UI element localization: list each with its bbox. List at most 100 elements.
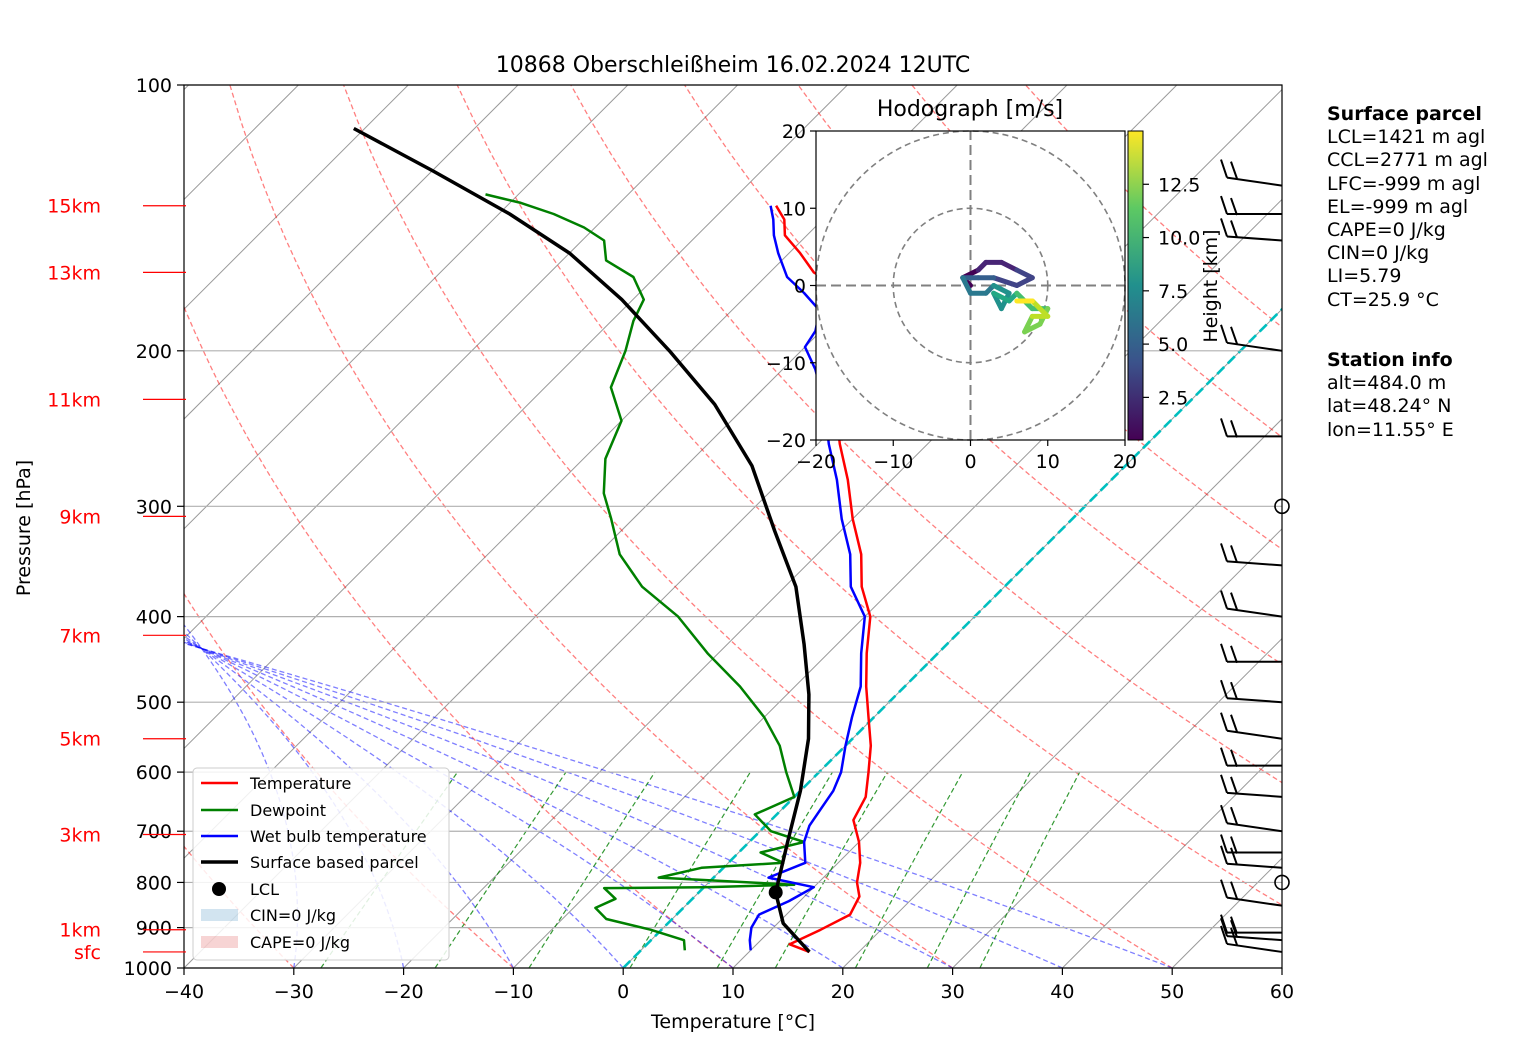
- y-tick-label: 900: [136, 918, 172, 940]
- legend-label-temperature: Temperature: [249, 774, 351, 793]
- wind-barb-flag: [1230, 681, 1238, 700]
- wind-barb-staff: [1226, 896, 1283, 907]
- wind-barb: [1220, 543, 1283, 567]
- hodograph-y-tick-label: 10: [782, 198, 806, 220]
- legend-label-lcl: LCL: [250, 880, 279, 899]
- wind-barb-staff: [1226, 942, 1283, 953]
- wind-barb-flag: [1220, 845, 1228, 865]
- dry-adiabat-line: [229, 85, 953, 968]
- wind-barb-flag: [1230, 919, 1238, 938]
- wind-barb-staff: [1226, 607, 1283, 618]
- hodograph-segment: [1029, 298, 1051, 319]
- wind-barb-staff: [1226, 341, 1283, 352]
- x-tick-label: 10: [721, 981, 745, 1003]
- wind-barb: [1220, 679, 1283, 704]
- wind-barb-flag: [1220, 774, 1228, 794]
- moist-adiabat-line: [184, 635, 514, 968]
- hodograph-x-tick-label: −10: [873, 451, 913, 473]
- hodograph-title: Hodograph [m/s]: [877, 97, 1063, 122]
- surface-parcel-heading: Surface parcel: [1327, 103, 1482, 125]
- hodograph-segment: [991, 290, 1012, 304]
- wind-barb: [1220, 917, 1283, 942]
- dry-adiabat-line: [342, 85, 1173, 968]
- mixing-ratio-line: [979, 771, 1081, 968]
- isotherm-line: [184, 85, 519, 420]
- wind-barb-flag: [1220, 590, 1228, 609]
- y-tick-label: 800: [136, 872, 172, 894]
- wind-barb-flag: [1220, 643, 1228, 663]
- colorbar-tick-label: 5.0: [1158, 334, 1188, 356]
- wind-barb-staff: [1226, 560, 1283, 567]
- surface-parcel-ct: CT=25.9 °C: [1327, 288, 1439, 311]
- colorbar-tick-label: 10.0: [1158, 228, 1200, 250]
- isotherm-line: [513, 198, 1282, 968]
- wind-barb-flag: [1220, 712, 1228, 732]
- hodograph-segment: [1014, 275, 1035, 288]
- freezing-isotherm-line: [622, 307, 1282, 968]
- wind-barb-flag: [1220, 195, 1228, 215]
- wind-barb-staff: [1226, 822, 1283, 833]
- wind-barb-flag: [1220, 218, 1228, 237]
- colorbar-tick-label: 7.5: [1158, 281, 1188, 303]
- moist-adiabat-line: [184, 642, 1063, 968]
- hodograph-y-tick-label: −20: [766, 430, 806, 452]
- moist-adiabat-line: [184, 642, 1173, 968]
- x-tick-label: −10: [493, 981, 533, 1003]
- wind-barb-flag: [1230, 836, 1238, 854]
- mixing-ratio-line: [434, 771, 567, 968]
- wind-barb: [1220, 218, 1283, 242]
- hodograph-segment: [1022, 313, 1035, 335]
- wind-barb-flag: [1230, 161, 1238, 179]
- surface-parcel-ccl: CCL=2771 m agl: [1327, 149, 1488, 172]
- lcl-marker: [768, 885, 783, 900]
- x-tick-label: −30: [274, 981, 314, 1003]
- height-label: 11km: [47, 389, 101, 411]
- wind-barb-flag: [1230, 776, 1238, 795]
- moist-adiabat-line: [184, 641, 953, 968]
- wind-barb-flag: [1230, 714, 1238, 733]
- chart-title: 10868 Oberschleißheim 16.02.2024 12UTC: [496, 53, 971, 78]
- surface-parcel-lcl: LCL=1421 m agl: [1327, 126, 1486, 149]
- wind-barb-flag: [1220, 159, 1228, 178]
- wind-barb: [1220, 879, 1283, 907]
- isotherm-line: [184, 85, 848, 750]
- hodograph-segment: [960, 275, 973, 296]
- wind-barb-flag: [1220, 914, 1228, 933]
- height-label: sfc: [74, 942, 101, 964]
- surface-parcel-li: LI=5.79: [1327, 265, 1402, 288]
- wind-barb-flag: [1230, 847, 1238, 866]
- station-info-alt: alt=484.0 m: [1327, 372, 1447, 395]
- surface-parcel-cin: CIN=0 J/kg: [1327, 242, 1430, 265]
- wind-barb-flag: [1220, 879, 1228, 898]
- height-label: 1km: [59, 920, 101, 942]
- legend-label-cape: CAPE=0 J/kg: [250, 933, 350, 952]
- x-axis-label: Temperature [°C]: [650, 1011, 815, 1033]
- height-label: 9km: [59, 506, 101, 528]
- legend: Temperature Dewpoint Wet bulb temperatur…: [192, 767, 450, 961]
- hodograph-axes: −20−20 −10 −10 0 0 10 10 20 20: [766, 121, 1137, 473]
- wind-barb-flag: [1230, 806, 1238, 825]
- y-tick-label: 400: [136, 607, 172, 629]
- wind-barb-flag: [1220, 834, 1228, 853]
- wind-barb: [1220, 643, 1282, 664]
- wind-barb-staff: [1226, 235, 1283, 242]
- wind-barb-flag: [1220, 747, 1228, 766]
- moist-adiabat-line: [184, 623, 299, 968]
- wind-barb: [1220, 747, 1282, 767]
- wind-barb: [1220, 418, 1282, 438]
- height-label: 15km: [47, 196, 101, 218]
- wind-barb-flag: [1230, 592, 1238, 610]
- isotherm-line: [952, 637, 1282, 968]
- wind-barb-staff: [1226, 176, 1283, 187]
- parcel-line: [352, 126, 811, 954]
- wind-barb-flag: [1220, 925, 1228, 945]
- mixing-ratio-line: [926, 771, 1031, 968]
- legend-label-cin: CIN=0 J/kg: [250, 906, 336, 925]
- station-info-heading: Station info: [1327, 349, 1453, 371]
- isotherm-line: [842, 528, 1282, 968]
- hodograph-x-tick-label: 0: [964, 451, 976, 473]
- height-label: 3km: [59, 824, 101, 846]
- wind-barb-staff: [1226, 729, 1283, 740]
